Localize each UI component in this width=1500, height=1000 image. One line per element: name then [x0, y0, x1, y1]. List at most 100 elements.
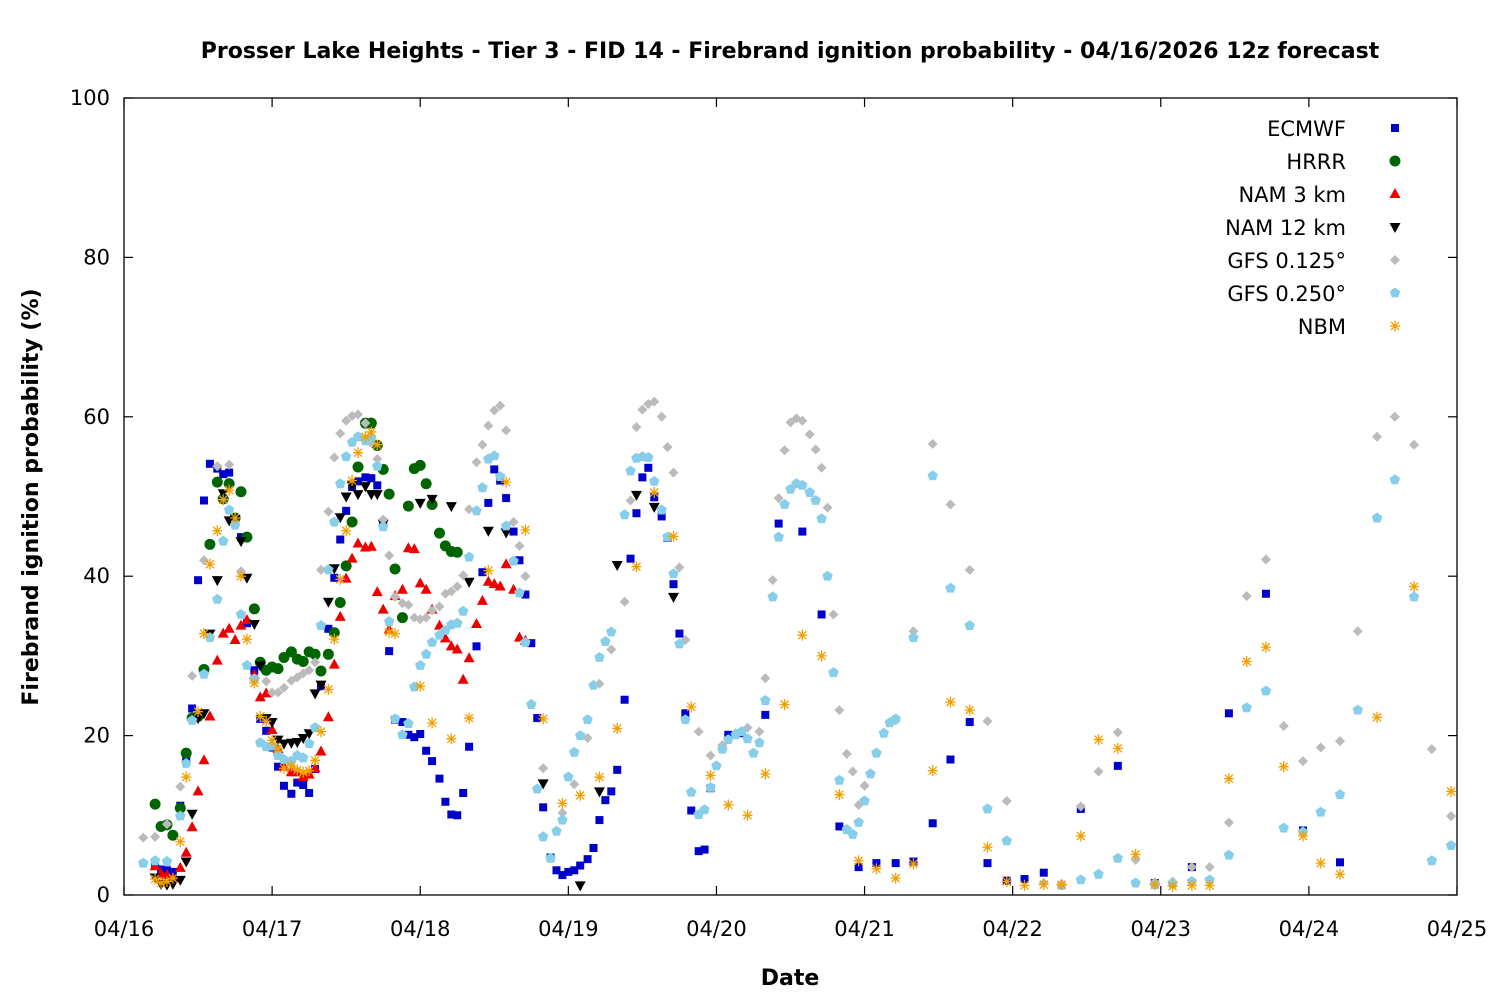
data-point — [1446, 811, 1457, 822]
data-point — [717, 743, 728, 754]
data-point — [310, 754, 321, 766]
data-point — [452, 581, 463, 592]
data-point — [675, 629, 684, 638]
data-point — [150, 873, 161, 885]
data-point — [760, 673, 771, 684]
data-point — [754, 737, 765, 748]
data-point — [662, 442, 673, 453]
data-point — [378, 521, 389, 532]
data-point — [1223, 817, 1234, 828]
data-point — [188, 704, 197, 713]
data-point — [644, 463, 653, 472]
data-point — [315, 745, 327, 756]
data-point — [371, 586, 383, 597]
data-point — [254, 691, 266, 702]
data-point — [927, 765, 938, 777]
data-point — [471, 457, 482, 468]
data-point — [180, 857, 192, 868]
data-point — [668, 467, 679, 478]
data-point — [501, 476, 512, 488]
data-point — [563, 771, 574, 782]
data-point — [472, 642, 481, 651]
data-point — [298, 752, 309, 763]
data-point — [816, 462, 827, 473]
x-axis-label: Date — [761, 966, 820, 991]
data-point — [1001, 875, 1012, 887]
data-point — [779, 445, 790, 456]
data-point — [324, 624, 333, 633]
data-point — [335, 428, 346, 439]
data-point — [488, 578, 500, 589]
data-point — [1075, 874, 1086, 885]
legend-label: HRRR — [1286, 150, 1346, 174]
data-point — [908, 626, 919, 637]
data-point — [822, 502, 833, 513]
data-point — [212, 593, 223, 604]
data-point — [1260, 554, 1271, 565]
data-point — [723, 734, 734, 744]
data-point — [509, 527, 518, 536]
data-point — [447, 810, 456, 819]
data-point — [582, 714, 593, 725]
data-point — [198, 668, 210, 679]
data-point — [167, 872, 178, 884]
data-point — [557, 807, 568, 818]
data-point — [908, 632, 919, 642]
data-point — [278, 762, 289, 774]
data-point — [537, 831, 549, 842]
data-point — [1297, 830, 1308, 842]
x-tick-label: 04/17 — [242, 917, 303, 941]
data-point — [235, 486, 247, 498]
data-point — [871, 747, 882, 758]
data-point — [330, 573, 339, 582]
data-point — [817, 610, 826, 619]
data-point — [372, 439, 383, 451]
data-point — [328, 658, 340, 669]
legend-label: NAM 3 km — [1238, 183, 1346, 207]
x-tick-label: 04/19 — [538, 917, 599, 941]
data-point — [570, 866, 579, 875]
data-point — [167, 879, 179, 890]
data-point — [774, 519, 783, 528]
data-point — [1020, 875, 1029, 884]
data-point — [835, 822, 844, 831]
legend-marker — [1389, 188, 1401, 198]
data-point — [204, 538, 216, 550]
data-point — [891, 859, 900, 868]
data-point — [186, 715, 198, 725]
data-point — [515, 556, 524, 565]
data-point — [217, 627, 229, 638]
data-point — [495, 400, 506, 411]
data-point — [489, 405, 500, 416]
legend-marker — [1391, 124, 1399, 132]
data-point — [686, 701, 697, 713]
data-point — [705, 750, 716, 761]
data-point — [445, 502, 457, 513]
data-point — [700, 845, 709, 854]
legend-label: GFS 0.250° — [1227, 282, 1346, 306]
data-point — [723, 799, 734, 811]
data-point — [1389, 474, 1400, 485]
data-point — [834, 774, 845, 785]
data-point — [552, 866, 561, 875]
data-point — [186, 821, 198, 832]
data-point — [527, 639, 536, 648]
data-point — [463, 652, 475, 663]
data-point — [396, 612, 408, 624]
data-point — [600, 636, 611, 646]
data-point — [669, 580, 678, 589]
y-tick-label: 0 — [97, 883, 110, 907]
data-point — [175, 781, 186, 792]
data-point — [601, 796, 610, 805]
data-point — [1446, 785, 1457, 797]
data-point — [457, 673, 469, 684]
data-point — [378, 514, 389, 525]
data-point — [681, 709, 690, 718]
data-point — [219, 470, 228, 479]
data-point — [648, 502, 660, 513]
data-point — [446, 586, 457, 597]
data-point — [908, 858, 919, 870]
data-point — [514, 540, 525, 551]
data-points — [138, 396, 1457, 892]
data-point — [329, 633, 340, 645]
